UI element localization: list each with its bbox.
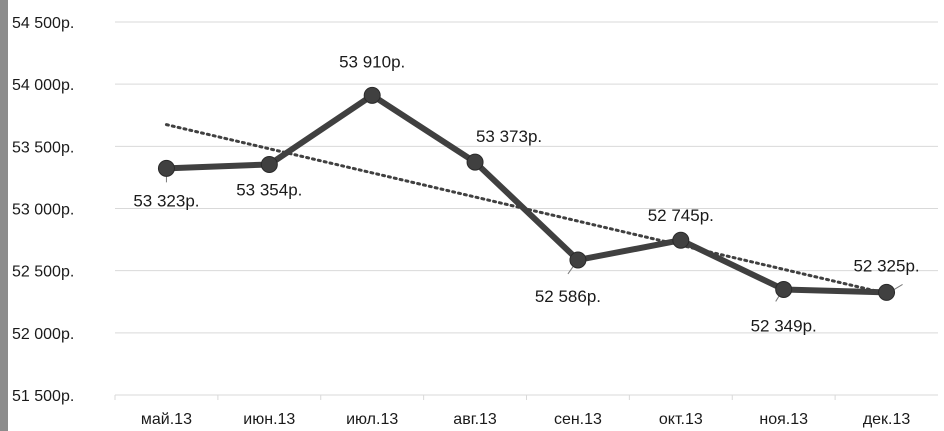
y-tick-label: 52 500р. — [12, 264, 74, 281]
x-tick-label: июл.13 — [346, 411, 398, 428]
y-tick-label: 53 000р. — [12, 202, 74, 219]
data-point — [776, 281, 792, 297]
data-point — [673, 232, 689, 248]
x-tick-label: сен.13 — [554, 411, 602, 428]
data-label: 52 325р. — [853, 256, 919, 275]
x-tick-label: дек.13 — [863, 411, 911, 428]
x-tick-label: окт.13 — [659, 411, 703, 428]
data-label: 52 745р. — [648, 206, 714, 225]
data-point — [879, 284, 895, 300]
y-tick-label: 53 500р. — [12, 139, 74, 156]
y-axis-tick-labels: 51 500р. 52 000р. 52 500р. 53 000р. 53 500р.… — [12, 15, 74, 405]
y-tick-label: 52 000р. — [12, 326, 74, 343]
y-tick-label: 51 500р. — [12, 388, 74, 405]
data-point — [158, 160, 174, 176]
data-point — [467, 154, 483, 170]
data-point — [261, 156, 277, 172]
data-labels: 53 323р. 53 354р. 53 910р. 53 373р. 52 586р.… — [133, 52, 919, 335]
x-tick-label: май.13 — [141, 411, 192, 428]
y-tick-label: 54 000р. — [12, 77, 74, 94]
x-tick-label: авг.13 — [453, 411, 497, 428]
data-label: 53 323р. — [133, 191, 199, 210]
x-tick-label: июн.13 — [243, 411, 295, 428]
x-tick-label: ноя.13 — [759, 411, 808, 428]
data-label: 53 910р. — [339, 52, 405, 71]
data-label: 53 373р. — [476, 127, 542, 146]
y-tick-label: 54 500р. — [12, 15, 74, 32]
data-point — [364, 87, 380, 103]
data-point — [570, 252, 586, 268]
data-label: 52 586р. — [535, 287, 601, 306]
x-axis-tick-labels: май.13 июн.13 июл.13 авг.13 сен.13 окт.13 ноя.… — [115, 395, 910, 428]
data-label: 52 349р. — [751, 316, 817, 335]
data-label: 53 354р. — [236, 180, 302, 199]
